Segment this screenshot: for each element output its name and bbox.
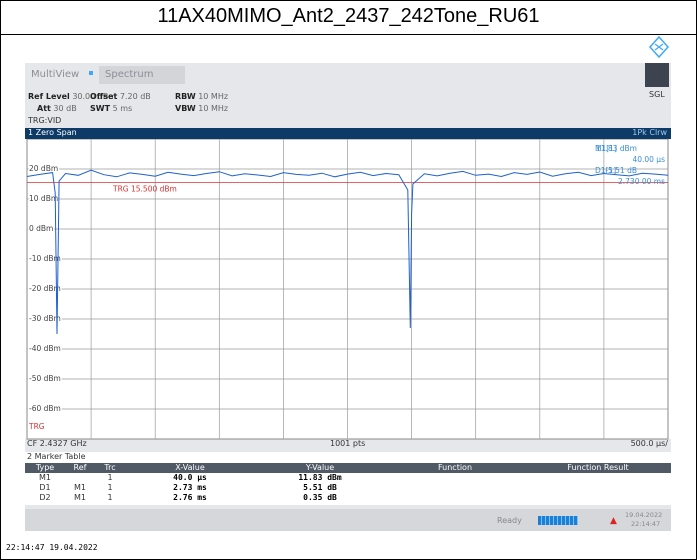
setting: Att 30 dB [37, 104, 77, 113]
column-header: X-Value [175, 463, 205, 472]
footer-right: 500.0 µs/ [630, 439, 668, 448]
setting: RBW 10 MHz [175, 92, 228, 101]
column-header: Trc [104, 463, 116, 472]
table-cell: M1 [74, 483, 86, 492]
setting-label: RBW [175, 92, 196, 101]
y-tick-label: 0 dBm [29, 224, 53, 233]
table-cell: 11.83 dBm [298, 473, 342, 482]
table-row: D1 M1 1 2.73 ms 5.51 dB [25, 483, 671, 493]
progress-bar [538, 516, 578, 525]
table-cell: 1 [107, 493, 113, 502]
mode: SGL [649, 90, 665, 99]
marker-readout: 11.83 dBm [596, 144, 637, 153]
setting-label: VBW [175, 104, 196, 113]
table-row: M1 1 40.0 µs 11.83 dBm [25, 473, 671, 483]
table-cell [525, 473, 671, 483]
status-bar: Ready ▲ 19.04.2022 22:14:47 [25, 509, 671, 531]
table-cell [525, 493, 671, 503]
table-cell: 2.76 ms [173, 493, 207, 502]
marker-readout: D1[1] [595, 166, 616, 175]
footer-center: 1001 pts [330, 439, 366, 448]
tab[interactable]: Spectrum [99, 66, 185, 84]
y-tick-label: -60 dBm [29, 404, 61, 413]
table-cell: 40.0 µs [173, 473, 207, 482]
setting-value: 10 MHz [198, 104, 229, 113]
instrument-screen: MultiView Spectrum SGL TRG:VID 1 Zero Sp… [25, 63, 671, 531]
column-header: Function [437, 463, 473, 472]
table-row: D2 M1 1 2.76 ms 0.35 dB [25, 493, 671, 503]
column-header: Type [35, 463, 55, 472]
trace [26, 169, 669, 335]
marker-readout: 40.00 µs [632, 155, 665, 164]
marker-readout: -5.51 dB [605, 166, 637, 175]
marker-table-panel: 2 Marker Table Type Ref Trc X-Value Y-Value F… [25, 452, 671, 505]
app-name: MultiView [31, 69, 80, 80]
tab-dot [89, 71, 93, 75]
window-header: 1 Zero Span 1Pk Clrw [25, 128, 671, 139]
y-tick-label: -20 dBm [29, 284, 61, 293]
y-tick-label: -50 dBm [29, 374, 61, 383]
setting-label: Att [37, 104, 51, 113]
table-cell: M1 [39, 473, 51, 482]
setting-value: 10 MHz [198, 92, 229, 101]
marker-readout: 2.730 00 ms [618, 177, 665, 186]
timestamp: 22:14:47 19.04.2022 [6, 543, 98, 552]
status-time: 22:14:47 [631, 520, 661, 528]
page-title: 11AX40MIMO_Ant2_2437_242Tone_RU61 [1, 1, 696, 35]
table-cell: D1 [39, 483, 51, 492]
table-cell: 1 [107, 483, 113, 492]
table-cell [65, 473, 95, 483]
setting-label: SWT [90, 104, 111, 113]
trace-label: 1Pk Clrw [632, 128, 667, 137]
status-date: 19.04.2022 [625, 511, 663, 519]
menu-button[interactable] [645, 63, 669, 87]
table-cell [385, 473, 525, 483]
setting-value: 7.20 dB [119, 92, 151, 101]
y-tick-label: 10 dBm [29, 194, 58, 203]
setting-value: 30 dB [53, 104, 77, 113]
trigger-label: TRG 15.500 dBm [112, 185, 177, 194]
column-header: Y-Value [305, 463, 335, 472]
table-cell: 1 [107, 473, 113, 482]
y-tick-label: -10 dBm [29, 254, 61, 263]
column-header: Ref [73, 463, 87, 472]
setting: VBW 10 MHz [175, 104, 228, 113]
marker-table: Type Ref Trc X-Value Y-Value Function Function… [25, 463, 671, 503]
warning-icon: ▲ [610, 516, 617, 526]
marker-readout: M1[1] [595, 144, 617, 153]
table-cell: 2.73 ms [173, 483, 207, 492]
window-title: 1 Zero Span [28, 128, 77, 137]
table-cell: 0.35 dB [303, 493, 337, 502]
marker-table-title: 2 Marker Table [27, 452, 86, 461]
table-header: Type Ref Trc X-Value Y-Value Function Function… [25, 463, 671, 473]
y-tick-label: -40 dBm [29, 344, 61, 353]
status-state: Ready [497, 516, 522, 525]
setting: Ref Level 30.00 dBm [28, 92, 116, 101]
setting: Offset 7.20 dB [90, 92, 151, 101]
setting-value: 5 ms [112, 104, 133, 113]
logo [648, 35, 670, 59]
table-cell: M1 [74, 493, 86, 502]
setting-label: Offset [90, 92, 118, 101]
table-cell [385, 483, 525, 493]
footer-left: CF 2.4327 GHz [27, 439, 87, 448]
setting: SWT 5 ms [90, 104, 132, 113]
y-tick-label: 20 dBm [29, 164, 58, 173]
column-header: Function Result [567, 463, 629, 472]
plot: 20 dBm 10 dBm 0 dBm -10 dBm -20 dBm -30 dBm -4… [25, 139, 671, 440]
table-cell [525, 483, 671, 493]
setting-label: Ref Level [28, 92, 70, 101]
trigger-mark: TRG [28, 422, 45, 431]
table-cell: D2 [39, 493, 51, 502]
y-tick-label: -30 dBm [29, 314, 61, 323]
trigger-info: TRG:VID [28, 116, 62, 125]
setting-value: 30.00 dBm [72, 92, 117, 101]
table-cell: 5.51 dB [303, 483, 337, 492]
table-cell [385, 493, 525, 503]
